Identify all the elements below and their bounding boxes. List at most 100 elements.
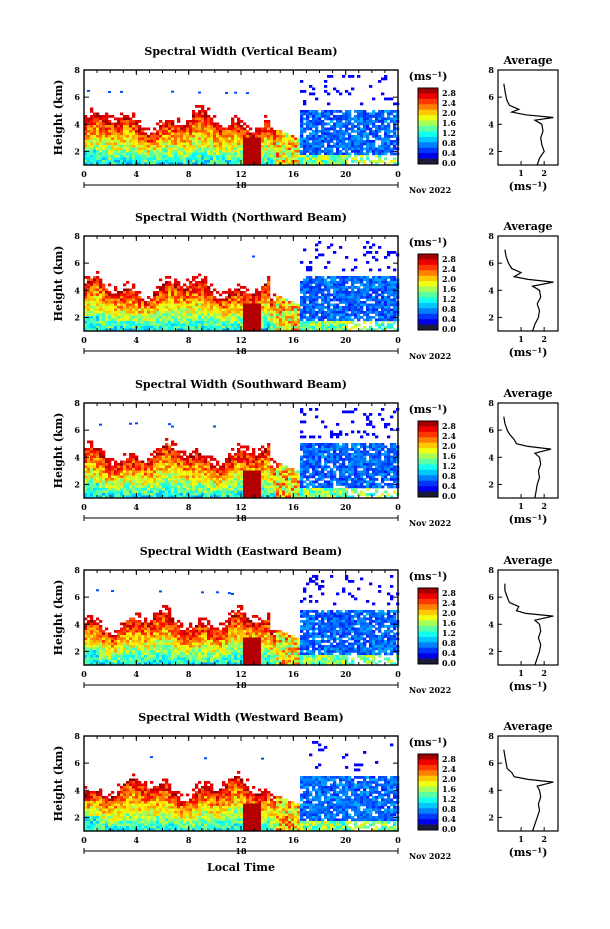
heatmap-cell	[138, 316, 142, 319]
heatmap-cell	[96, 478, 100, 481]
heatmap-cell	[105, 306, 109, 309]
heatmap-cell	[195, 316, 199, 319]
heatmap-cell	[99, 130, 103, 133]
heatmap-cell	[162, 316, 166, 319]
heatmap-cell	[303, 100, 307, 103]
heatmap-cell	[351, 293, 355, 297]
heatmap-cell	[387, 162, 391, 166]
heatmap-cell	[249, 308, 253, 312]
heatmap-cell	[327, 127, 331, 131]
heatmap-cell	[96, 145, 100, 148]
heatmap-cell	[180, 458, 184, 461]
heatmap-cell	[333, 293, 337, 297]
heatmap-cell	[117, 147, 121, 151]
heatmap-cell	[165, 125, 169, 128]
heatmap-cell	[162, 460, 166, 464]
heatmap-cell	[309, 298, 313, 302]
heatmap-cell	[390, 316, 394, 319]
heatmap-cell	[120, 328, 124, 332]
heatmap-cell	[321, 321, 325, 324]
heatmap-cell	[177, 306, 181, 309]
heatmap-cell	[153, 470, 157, 474]
heatmap-cell	[153, 301, 157, 304]
heatmap-cell	[168, 130, 172, 133]
heatmap-cell	[174, 326, 178, 329]
heatmap-cell	[117, 130, 121, 133]
heatmap-cell	[306, 308, 310, 312]
heatmap-cell	[192, 296, 196, 299]
heatmap-cell	[180, 316, 184, 319]
heatmap-cell	[330, 276, 334, 279]
heatmap-cell	[252, 150, 256, 153]
heatmap-cell	[135, 127, 139, 131]
heatmap-cell	[366, 140, 370, 143]
heatmap-cell	[126, 311, 130, 314]
heatmap-cell	[201, 326, 205, 329]
heatmap-cell	[255, 323, 259, 327]
heatmap-cell	[129, 140, 133, 143]
heatmap-cell	[186, 458, 190, 461]
heatmap-cell	[129, 455, 133, 459]
heatmap-cell	[177, 140, 181, 143]
heatmap-cell	[132, 135, 136, 138]
heatmap-cell	[177, 291, 181, 294]
heatmap-cell	[126, 321, 130, 324]
colorbar-segment	[418, 126, 438, 132]
heatmap-cell	[165, 286, 169, 289]
heatmap-cell	[363, 112, 367, 116]
heatmap-cell	[99, 313, 103, 317]
heatmap-cell	[318, 316, 322, 319]
heatmap-cell	[177, 135, 181, 138]
heatmap-cell	[189, 321, 193, 324]
heatmap-cell	[90, 473, 94, 476]
heatmap-cell	[186, 278, 190, 282]
heatmap-cell	[378, 326, 382, 329]
heatmap-cell	[351, 318, 355, 322]
heatmap-cell	[201, 455, 205, 459]
heatmap-cell	[150, 453, 154, 456]
heatmap-cell	[120, 155, 124, 158]
heatmap-cell	[165, 443, 169, 446]
heatmap-cell	[165, 142, 169, 146]
heatmap-cell	[204, 298, 208, 302]
heatmap-cell	[240, 293, 244, 297]
heatmap-cell	[207, 318, 211, 322]
heatmap-cell	[378, 147, 382, 151]
heatmap-cell	[339, 92, 343, 96]
heatmap-cell	[129, 495, 133, 499]
heatmap-cell	[117, 301, 121, 304]
heatmap-cell	[195, 328, 199, 332]
heatmap-cell	[153, 455, 157, 459]
heatmap-cell	[294, 316, 298, 319]
heatmap-cell	[363, 125, 367, 128]
heatmap-cell	[93, 460, 97, 464]
heatmap-cell	[345, 155, 349, 158]
heatmap-cell	[228, 160, 232, 163]
heatmap-cell	[372, 145, 376, 148]
heatmap-cell	[333, 142, 337, 146]
heatmap-cell	[225, 160, 229, 163]
heatmap-cell	[222, 142, 226, 146]
heatmap-cell	[117, 125, 121, 128]
heatmap-cell	[249, 157, 253, 161]
heatmap-cell	[213, 152, 217, 156]
heatmap-cell	[108, 140, 112, 143]
heatmap-cell	[144, 326, 148, 329]
heatmap-cell	[210, 155, 214, 158]
heatmap-cell	[318, 135, 322, 138]
heatmap-cell	[258, 291, 262, 294]
heatmap-cell	[234, 288, 238, 292]
heatmap-cell	[96, 157, 100, 161]
heatmap-cell	[93, 298, 97, 302]
heatmap-cell	[174, 137, 178, 141]
heatmap-cell	[183, 132, 187, 136]
heatmap-cell	[315, 152, 319, 156]
heatmap-cell	[231, 296, 235, 299]
heatmap-cell	[135, 125, 139, 128]
heatmap-cell	[294, 155, 298, 158]
heatmap-cell	[150, 155, 154, 158]
heatmap-cell	[333, 296, 337, 299]
heatmap-cell	[363, 311, 367, 314]
heatmap-cell	[90, 283, 94, 287]
heatmap-cell	[333, 122, 337, 126]
